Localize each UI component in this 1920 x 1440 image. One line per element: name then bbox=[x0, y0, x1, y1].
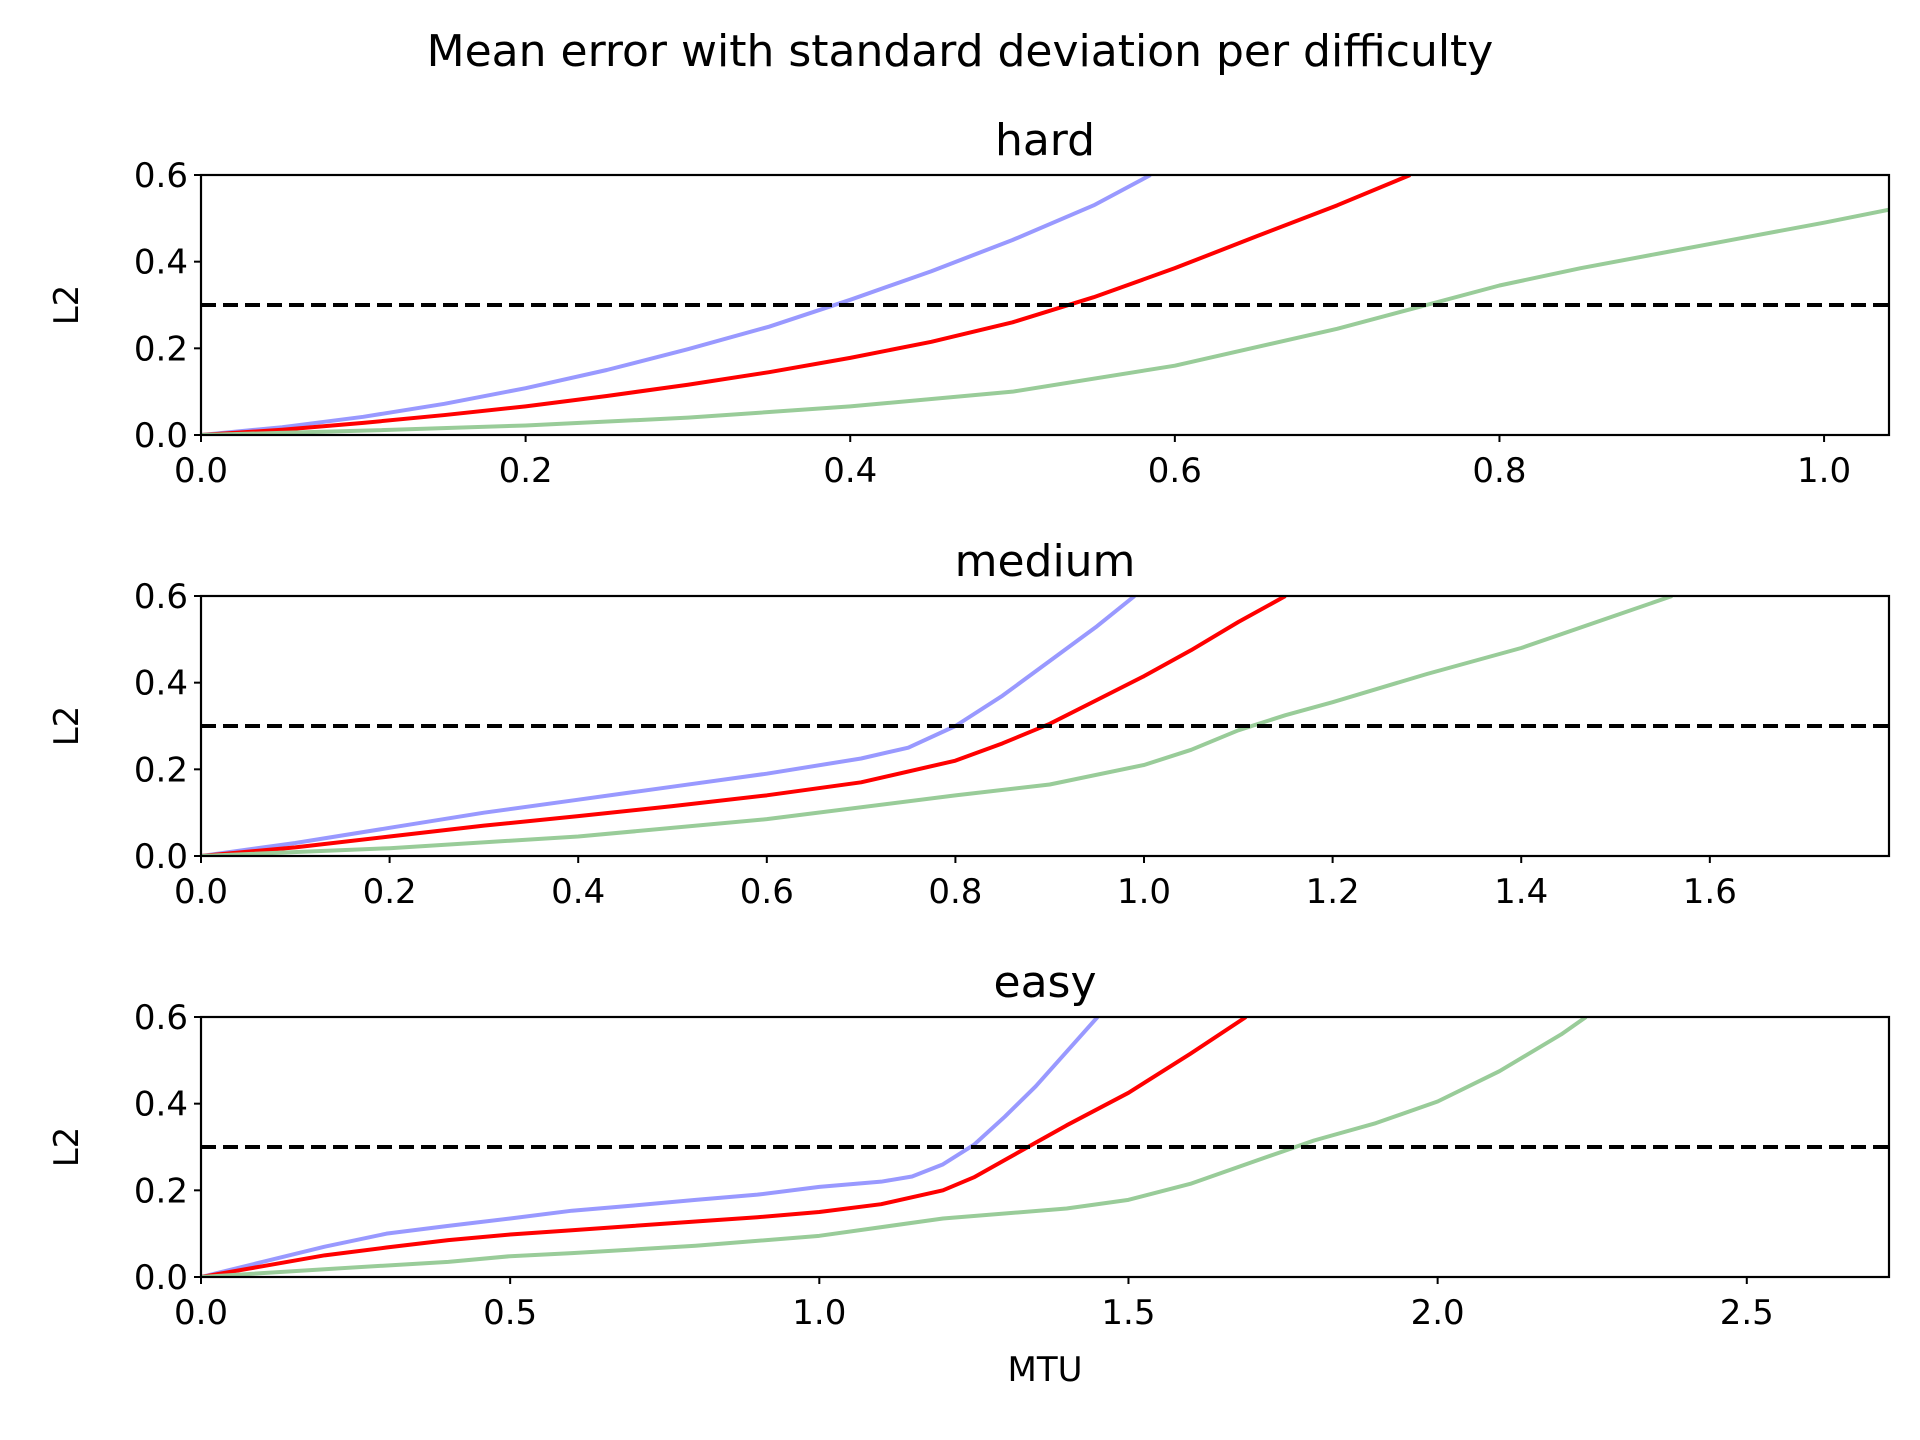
series-line-mean bbox=[201, 175, 1411, 435]
x-tick-label: 0.4 bbox=[551, 872, 605, 912]
x-tick-label: 1.0 bbox=[1797, 451, 1851, 491]
x-tick-label: 1.0 bbox=[1117, 872, 1171, 912]
x-tick-label: 0.8 bbox=[1472, 451, 1526, 491]
x-tick-label: 0.4 bbox=[823, 451, 877, 491]
x-tick-label: 0.0 bbox=[174, 872, 228, 912]
y-tick-label: 0.4 bbox=[134, 1085, 188, 1125]
y-axis-label: L2 bbox=[47, 285, 87, 326]
x-tick-label: 0.0 bbox=[174, 1293, 228, 1333]
subplot-hard: hard 0.0 0.2 0.4 0.6 0.8 1.0 0.0 0.2 0.4 0.6 L2 bbox=[47, 115, 1891, 491]
x-tick-label: 2.5 bbox=[1720, 1293, 1774, 1333]
subplot-medium: medium 0.0 0.2 0.4 0.6 0.8 1.0 1.2 1.4 1.6 0.0 0.2 0… bbox=[47, 536, 1891, 912]
y-tick-label: 0.0 bbox=[134, 837, 188, 877]
plot-frame bbox=[199, 1015, 1891, 1279]
y-tick-label: 0.0 bbox=[134, 1258, 188, 1298]
x-tick-label: 0.0 bbox=[174, 451, 228, 491]
y-tick-label: 0.4 bbox=[134, 664, 188, 704]
plot-frame bbox=[199, 594, 1891, 858]
y-tick-label: 0.0 bbox=[134, 416, 188, 456]
subplot-title: easy bbox=[994, 957, 1097, 1008]
x-tick-label: 1.6 bbox=[1683, 872, 1737, 912]
y-tick-label: 0.2 bbox=[134, 750, 188, 790]
x-axis-label: MTU bbox=[1008, 1350, 1083, 1390]
y-tick-label: 0.6 bbox=[134, 577, 188, 617]
series-line-mean bbox=[201, 596, 1287, 856]
x-tick-label: 0.8 bbox=[928, 872, 982, 912]
subplot-title: hard bbox=[995, 115, 1095, 166]
series-line-mean bbox=[201, 1017, 1248, 1277]
series-line-lower-std bbox=[201, 175, 1152, 435]
y-tick-label: 0.6 bbox=[134, 156, 188, 196]
x-tick-label: 0.2 bbox=[363, 872, 417, 912]
x-tick-label: 0.6 bbox=[740, 872, 794, 912]
y-axis-label: L2 bbox=[47, 706, 87, 747]
x-tick-label: 1.4 bbox=[1494, 872, 1548, 912]
x-tick-label: 0.6 bbox=[1148, 451, 1202, 491]
x-tick-label: 1.2 bbox=[1306, 872, 1360, 912]
x-tick-label: 1.0 bbox=[792, 1293, 846, 1333]
series-line-upper-std bbox=[201, 596, 1673, 856]
series-line-upper-std bbox=[201, 1017, 1588, 1277]
y-tick-label: 0.6 bbox=[134, 998, 188, 1038]
series-line-lower-std bbox=[201, 596, 1136, 856]
subplot-easy: easy 0.0 0.5 1.0 1.5 2.0 2.5 0.0 0.2 0.4 0.6 L2 MTU bbox=[47, 957, 1891, 1390]
figure-title: Mean error with standard deviation per d… bbox=[427, 26, 1494, 77]
series-line-upper-std bbox=[201, 207, 1889, 435]
plot-frame bbox=[199, 173, 1891, 437]
y-axis-label: L2 bbox=[47, 1127, 87, 1168]
x-tick-label: 2.0 bbox=[1411, 1293, 1465, 1333]
x-tick-label: 0.2 bbox=[499, 451, 553, 491]
y-tick-label: 0.2 bbox=[134, 329, 188, 369]
y-tick-label: 0.4 bbox=[134, 243, 188, 283]
subplot-title: medium bbox=[955, 536, 1136, 587]
y-tick-label: 0.2 bbox=[134, 1171, 188, 1211]
x-tick-label: 1.5 bbox=[1101, 1293, 1155, 1333]
series-line-lower-std bbox=[201, 1017, 1100, 1277]
x-tick-label: 0.5 bbox=[483, 1293, 537, 1333]
